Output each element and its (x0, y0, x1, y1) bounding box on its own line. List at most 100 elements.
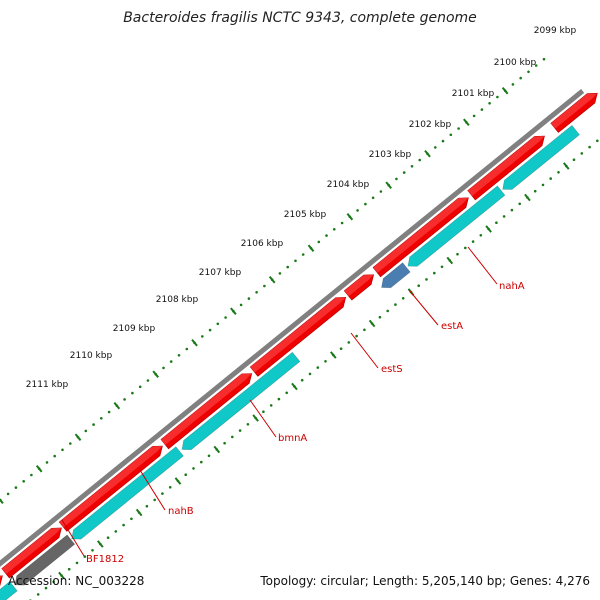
tick-label-2106: 2106 kbp (241, 239, 284, 249)
outer-minor-tick (395, 177, 398, 181)
inner-minor-tick (277, 397, 281, 401)
inner-minor-tick (67, 567, 71, 571)
outer-minor-tick (239, 303, 243, 307)
outer-minor-tick (107, 410, 111, 414)
gene-leader-line-estS (350, 332, 379, 369)
inner-minor-tick (347, 341, 351, 344)
forward-gene-7-highlight (372, 197, 469, 273)
inner-minor-tick (91, 549, 94, 552)
inner-minor-tick (394, 303, 397, 306)
outer-minor-tick (449, 133, 453, 137)
outer-major-tick (191, 338, 198, 347)
inner-major-tick (58, 571, 65, 580)
outer-minor-tick (340, 221, 344, 225)
outer-minor-tick (488, 102, 491, 105)
inner-major-tick (135, 508, 143, 517)
tick-label-2107: 2107 kbp (199, 268, 242, 278)
inner-minor-tick (207, 454, 211, 458)
outer-minor-tick (496, 95, 499, 99)
reverse-gene-3 (71, 446, 184, 540)
inner-major-tick (97, 540, 104, 548)
gene-label-bmnA: bmnA (278, 433, 307, 444)
outer-minor-tick (402, 171, 406, 174)
gene-leader-line-bmnA (249, 399, 277, 438)
inner-minor-tick (114, 530, 118, 533)
outer-minor-tick (441, 139, 445, 143)
inner-minor-tick (285, 391, 289, 395)
outer-minor-tick (6, 492, 10, 496)
gene-label-estS: estS (381, 364, 403, 375)
inner-minor-tick (145, 504, 149, 508)
genome-stats-text: Topology: circular; Length: 5,205,140 bp… (260, 574, 590, 588)
inner-minor-tick (401, 297, 405, 300)
inner-minor-tick (471, 240, 475, 243)
reverse-gene-track (0, 124, 580, 600)
outer-minor-tick (224, 316, 227, 319)
outer-minor-tick (472, 114, 476, 118)
outer-minor-tick (53, 454, 56, 458)
outer-minor-tick (247, 297, 251, 300)
tick-label-group: 2099 kbp 2100 kbp 2101 kbp 2102 kbp 2103 kbp… (26, 26, 577, 390)
outer-major-tick (385, 181, 392, 189)
forward-gene-4-highlight (160, 373, 252, 445)
outer-minor-tick (84, 429, 88, 433)
reverse-gene-6 (407, 185, 506, 267)
tick-label-2099: 2099 kbp (534, 26, 577, 36)
inner-minor-tick (44, 586, 48, 590)
outer-minor-tick (519, 76, 522, 80)
outer-major-tick (74, 433, 82, 441)
outer-minor-tick (480, 108, 484, 111)
inner-minor-tick (316, 366, 320, 369)
gene-label-estA: estA (441, 321, 463, 332)
inner-minor-tick (122, 523, 125, 527)
gene-leader-line-nahB (139, 469, 166, 511)
outer-major-tick (35, 464, 43, 473)
forward-gene-1 (0, 575, 3, 586)
inner-minor-tick (363, 328, 366, 332)
outer-minor-tick (185, 347, 189, 351)
inner-minor-tick (324, 360, 327, 363)
inner-minor-tick (417, 284, 421, 288)
inner-minor-tick (541, 183, 545, 187)
tick-label-2101: 2101 kbp (452, 89, 495, 99)
outer-major-tick (152, 370, 159, 378)
inner-major-tick (524, 193, 531, 202)
inner-minor-tick (580, 152, 584, 155)
inner-minor-tick (456, 252, 459, 256)
inner-minor-tick (130, 517, 133, 521)
tick-label-2104: 2104 kbp (327, 180, 370, 190)
outer-minor-tick (100, 417, 103, 420)
forward-gene-8-highlight (467, 136, 545, 197)
inner-minor-tick (479, 234, 483, 237)
outer-minor-tick (263, 284, 266, 288)
outer-minor-tick (169, 360, 173, 363)
outer-minor-tick (22, 480, 26, 483)
inner-major-tick (485, 225, 492, 233)
outer-minor-tick (14, 486, 18, 489)
outer-minor-tick (208, 328, 212, 332)
inner-minor-tick (200, 460, 203, 464)
inner-minor-tick (184, 473, 187, 477)
inner-minor-tick (433, 271, 436, 275)
inner-minor-tick (153, 498, 156, 502)
inner-minor-tick (425, 278, 428, 281)
inner-minor-tick (386, 309, 390, 313)
outer-minor-tick (356, 209, 359, 212)
forward-gene-2-highlight (1, 527, 62, 575)
inner-minor-tick (588, 145, 591, 149)
outer-minor-tick (286, 265, 290, 269)
reverse-gene-5 (381, 262, 411, 289)
tick-label-2103: 2103 kbp (369, 150, 412, 160)
inner-minor-tick (75, 561, 79, 565)
inner-major-tick (252, 414, 259, 422)
backbone-track (0, 89, 585, 567)
outer-minor-tick (278, 272, 282, 275)
outer-minor-tick (511, 83, 515, 86)
outer-major-tick (463, 118, 470, 126)
outer-minor-tick (364, 202, 367, 206)
inner-minor-tick (262, 410, 265, 414)
inner-minor-tick (36, 593, 40, 596)
inner-major-tick (446, 256, 454, 265)
backbone-line (0, 89, 585, 567)
outer-major-tick (230, 307, 237, 315)
